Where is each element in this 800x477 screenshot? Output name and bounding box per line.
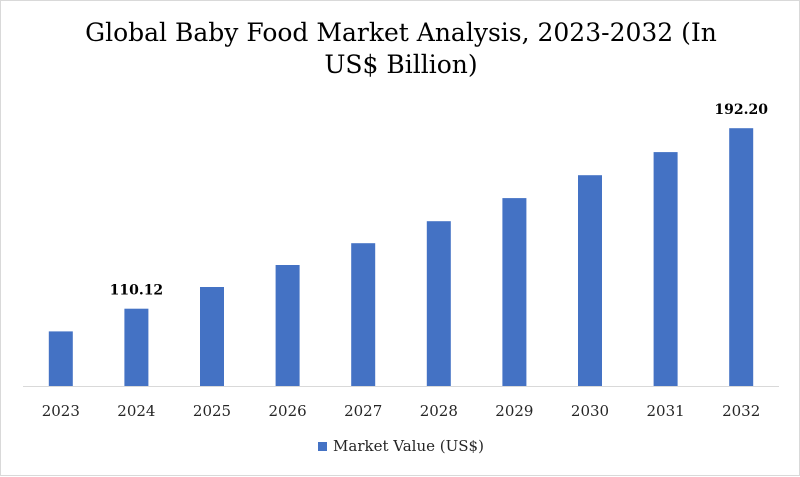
bar-2024 xyxy=(124,308,149,386)
x-tick-label-2032: 2032 xyxy=(722,402,760,420)
bar-2026 xyxy=(275,265,300,386)
x-tick-label-2026: 2026 xyxy=(269,402,307,420)
bar-2028 xyxy=(426,221,451,386)
bar-2030 xyxy=(578,175,602,386)
chart-title: Global Baby Food Market Analysis, 2023-2… xyxy=(85,18,717,79)
bar-2023 xyxy=(48,331,73,386)
bar-2029 xyxy=(502,198,527,386)
x-tick-label-2029: 2029 xyxy=(495,402,533,420)
legend-label: Market Value (US$) xyxy=(333,437,484,455)
data-label-2024: 110.12 xyxy=(110,283,164,299)
x-tick-label-2024: 2024 xyxy=(117,402,155,420)
bar-series xyxy=(48,128,754,386)
x-tick-labels: 2023 2024 2025 2026 2027 2028 2029 2030 2031 2032 xyxy=(42,402,761,420)
bar-2025 xyxy=(200,287,224,386)
bar-2031 xyxy=(653,152,678,386)
x-tick-label-2027: 2027 xyxy=(344,402,382,420)
x-tick-label-2031: 2031 xyxy=(647,402,685,420)
x-tick-label-2025: 2025 xyxy=(193,402,231,420)
x-tick-label-2023: 2023 xyxy=(42,402,80,420)
bar-2027 xyxy=(351,243,376,386)
legend-swatch xyxy=(318,441,328,451)
legend: Market Value (US$) xyxy=(1,437,800,455)
bar-2032 xyxy=(729,128,754,386)
data-labels: 110.12 192.20 xyxy=(110,102,769,299)
x-tick-label-2028: 2028 xyxy=(420,402,458,420)
x-tick-label-2030: 2030 xyxy=(571,402,609,420)
data-label-2032: 192.20 xyxy=(714,102,768,118)
